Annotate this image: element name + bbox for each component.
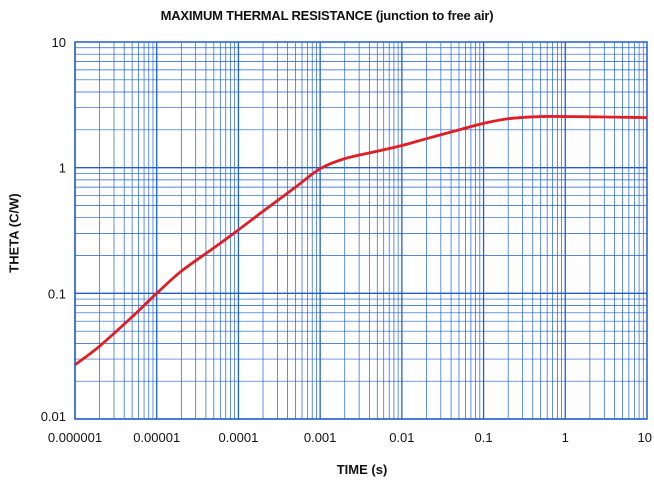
series-layer	[74, 115, 648, 366]
y-tick-label: 10	[52, 35, 66, 50]
chart-title: MAXIMUM THERMAL RESISTANCE (junction to …	[160, 8, 494, 23]
x-tick-label: 10	[638, 430, 652, 445]
x-tick-label: 0.01	[389, 430, 414, 445]
x-tick-label: 0.0001	[219, 430, 259, 445]
x-tick-label: 0.1	[475, 430, 493, 445]
plot-frame	[74, 41, 648, 420]
y-tick-labels: 0.01 0.1 1 10	[41, 35, 66, 424]
x-tick-label: 0.000001	[48, 430, 102, 445]
y-tick-label: 1	[59, 161, 66, 176]
grid-layer	[74, 42, 647, 420]
series-line-0	[74, 115, 648, 366]
y-tick-label: 0.1	[48, 286, 66, 301]
x-tick-label: 0.00001	[133, 430, 180, 445]
x-tick-labels: 0.000001 0.00001 0.0001 0.001 0.01 0.1 1 10	[48, 430, 652, 445]
y-tick-label: 0.01	[41, 409, 66, 424]
x-tick-label: 1	[562, 430, 569, 445]
x-axis-label: TIME (s)	[336, 462, 388, 477]
x-tick-label: 0.001	[304, 430, 337, 445]
